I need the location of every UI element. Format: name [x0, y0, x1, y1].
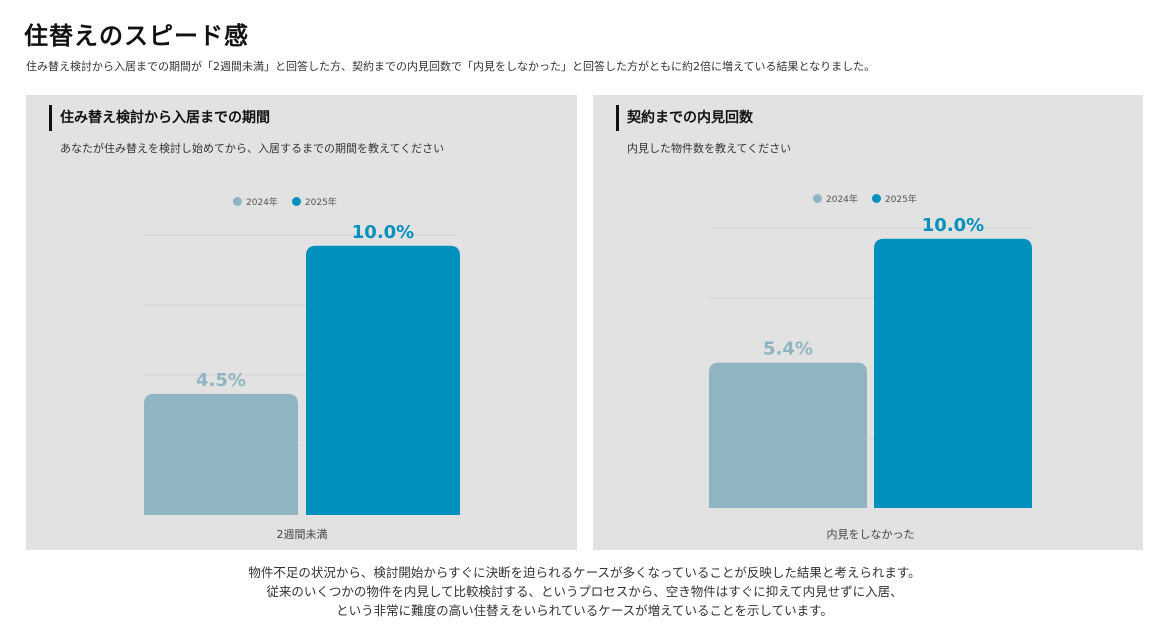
footer-note: 物件不足の状況から、検討開始からすぐに決断を迫られるケースが多くなっていることが… — [0, 563, 1169, 620]
legend-item-2025: 2025年 — [871, 192, 917, 205]
legend-label: 2025年 — [304, 198, 337, 208]
legend-label: 2024年 — [826, 195, 858, 205]
chart-question: あなたが住み替えを検討し始めてから、入居するまでの期間を教えてください — [60, 142, 445, 155]
legend-item-2024: 2024年 — [813, 192, 858, 205]
data-label: 4.5% — [196, 370, 246, 391]
footer-line: という非常に難度の高い住替えをいられているケースが増えていることを示しています。 — [336, 603, 833, 618]
data-label: 5.4% — [763, 339, 813, 360]
category-label: 内見をしなかった — [827, 527, 915, 541]
chart-panel-move-in-period: 住み替え検討から入居までの期間 あなたが住み替えを検討し始めてから、入居するまで… — [26, 95, 577, 550]
chart-title: 契約までの内見回数 — [616, 105, 753, 131]
page-subtitle: 住み替え検討から入居までの期間が「2週間未満」と回答した方、契約までの内見回数で… — [26, 60, 876, 73]
chart-question: 内見した物件数を教えてください — [627, 142, 792, 155]
legend-dot-2024-icon — [813, 194, 822, 203]
legend-item-2024: 2024年 — [233, 195, 278, 208]
legend-label: 2024年 — [246, 198, 278, 208]
legend-dot-2025-icon — [871, 194, 881, 203]
bar-chart-move-in-period: 4.5% 10.0% 2週間未満 — [144, 222, 460, 541]
bar-2024年 — [709, 362, 867, 508]
bar-2025年 — [306, 245, 460, 515]
legend-dot-2024-icon — [233, 197, 242, 206]
chart-legend: 2024年 2025年 — [233, 195, 337, 208]
data-label: 10.0% — [352, 222, 414, 243]
footer-line: 物件不足の状況から、検討開始からすぐに決断を迫られるケースが多くなっていることが… — [248, 565, 921, 580]
data-label: 10.0% — [922, 215, 984, 236]
bar-chart-viewings: 5.4% 10.0% 内見をしなかった — [709, 215, 1032, 541]
legend-item-2025: 2025年 — [291, 195, 337, 208]
legend-label: 2025年 — [884, 195, 917, 205]
legend-dot-2025-icon — [291, 197, 301, 206]
chart-title: 住み替え検討から入居までの期間 — [49, 105, 270, 131]
bar-2025年 — [874, 238, 1032, 508]
chart-legend: 2024年 2025年 — [813, 192, 917, 205]
page-title: 住替えのスピード感 — [24, 22, 249, 50]
bar-2024年 — [144, 393, 298, 515]
category-label: 2週間未満 — [277, 528, 328, 541]
footer-line: 従来のいくつかの物件を内見して比較検討する、というプロセスから、空き物件はすぐに… — [266, 584, 903, 599]
chart-panel-viewings: 契約までの内見回数 内見した物件数を教えてください 2024年 2025年 5.… — [593, 95, 1143, 550]
